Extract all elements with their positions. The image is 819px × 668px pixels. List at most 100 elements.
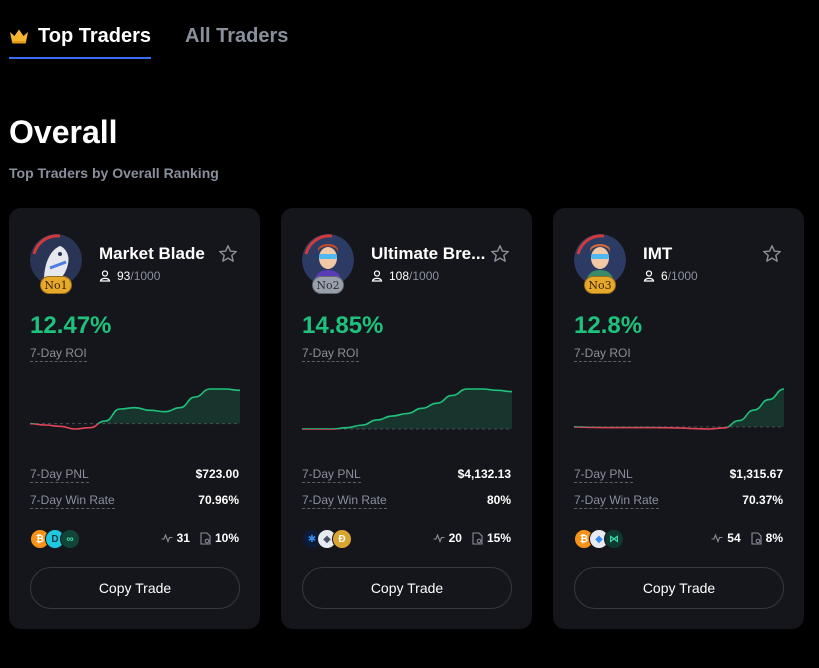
- roi-value: 14.85%: [302, 312, 384, 339]
- document-icon: [200, 531, 211, 545]
- star-icon[interactable]: [490, 244, 510, 264]
- followers-count: 108: [389, 269, 410, 283]
- trades-metric: 20: [433, 531, 462, 545]
- chart-line-negative: [30, 423, 100, 430]
- user-icon: [643, 270, 655, 282]
- chart-area: [574, 389, 784, 427]
- followers-count: 93: [117, 269, 131, 283]
- pnl-label[interactable]: 7-Day PNL: [30, 467, 89, 483]
- chart-line-positive: [574, 388, 784, 427]
- pnl-value: $723.00: [195, 467, 239, 481]
- chart-line-positive: [30, 388, 240, 424]
- rank-badge: No2: [312, 276, 344, 294]
- trader-name[interactable]: Market Blade: [99, 244, 205, 263]
- share-metric: 10%: [200, 531, 239, 545]
- chart-line-positive: [302, 388, 512, 429]
- winrate-row: 7-Day Win Rate 80%: [302, 493, 511, 509]
- winrate-label[interactable]: 7-Day Win Rate: [302, 493, 387, 509]
- copy-trade-button[interactable]: Copy Trade: [30, 567, 240, 609]
- winrate-value: 70.96%: [198, 493, 239, 507]
- tab-top-traders[interactable]: Top Traders: [9, 20, 151, 59]
- trader-card[interactable]: No3 IMT 6/1000 12.8% 7-Day ROI 7-Day PNL…: [553, 208, 804, 629]
- share-value: 15%: [486, 531, 511, 545]
- document-icon: [472, 531, 483, 545]
- section-title: Overall: [9, 114, 118, 150]
- coin-list: ₿ D ∞: [30, 529, 80, 549]
- chart-line-negative: [574, 426, 730, 430]
- roi-label[interactable]: 7-Day ROI: [30, 346, 87, 362]
- avatar-image: [30, 234, 82, 286]
- pnl-row: 7-Day PNL $1,315.67: [574, 467, 783, 483]
- tab-all-traders-label: All Traders: [185, 24, 289, 47]
- share-value: 8%: [765, 531, 783, 545]
- star-icon[interactable]: [762, 244, 782, 264]
- rank-badge: No3: [584, 276, 616, 294]
- followers: 108/1000: [371, 269, 439, 283]
- tab-bar: Top Traders All Traders: [9, 20, 288, 60]
- winrate-value: 80%: [486, 493, 511, 507]
- star-icon[interactable]: [218, 244, 238, 264]
- copy-trade-button[interactable]: Copy Trade: [302, 567, 512, 609]
- winrate-label[interactable]: 7-Day Win Rate: [30, 493, 115, 509]
- dogecoin-icon: Ð: [332, 529, 352, 549]
- pnl-value: $4,132.13: [457, 467, 511, 481]
- share-metric: 8%: [751, 531, 783, 545]
- tab-top-traders-label: Top Traders: [38, 24, 151, 47]
- avatar-wrap: No2: [302, 234, 354, 294]
- avatar-wrap: No1: [30, 234, 82, 294]
- roi-value: 12.8%: [574, 312, 643, 339]
- chainlink-icon: ∞: [60, 529, 80, 549]
- share-value: 10%: [214, 531, 239, 545]
- activity-icon: [161, 533, 173, 543]
- followers-max: /1000: [409, 269, 440, 283]
- followers-max: /1000: [667, 269, 698, 283]
- document-icon: [751, 531, 762, 545]
- pnl-row: 7-Day PNL $723.00: [30, 467, 239, 483]
- section-subtitle: Top Traders by Overall Ranking: [9, 165, 219, 181]
- followers-count: 6: [661, 269, 668, 283]
- trades-metric: 54: [711, 531, 741, 545]
- user-icon: [371, 270, 383, 282]
- metrics: 20 15%: [433, 531, 511, 545]
- copy-trade-button[interactable]: Copy Trade: [574, 567, 784, 609]
- followers: 6/1000: [643, 269, 698, 283]
- user-icon: [99, 270, 111, 282]
- winrate-label[interactable]: 7-Day Win Rate: [574, 493, 659, 509]
- roi-chart: [30, 388, 240, 430]
- rank-badge: No1: [40, 276, 72, 294]
- trader-card[interactable]: No1 Market Blade 93/1000 12.47% 7-Day RO…: [9, 208, 260, 629]
- trades-metric: 31: [161, 531, 190, 545]
- metrics: 54 8%: [711, 531, 783, 545]
- trader-name[interactable]: IMT: [643, 244, 673, 263]
- trader-card[interactable]: No2 Ultimate Bre... 108/1000 14.85% 7-Da…: [281, 208, 532, 629]
- crown-icon: [10, 29, 28, 44]
- winrate-row: 7-Day Win Rate 70.37%: [574, 493, 783, 509]
- roi-value: 12.47%: [30, 312, 112, 339]
- pnl-label[interactable]: 7-Day PNL: [574, 467, 633, 483]
- avatar[interactable]: [30, 234, 82, 286]
- share-metric: 15%: [472, 531, 511, 545]
- trades-count: 54: [727, 531, 741, 545]
- pnl-row: 7-Day PNL $4,132.13: [302, 467, 511, 483]
- activity-icon: [433, 533, 445, 543]
- pnl-value: $1,315.67: [729, 467, 783, 481]
- chart-area: [98, 389, 240, 424]
- activity-icon: [711, 533, 723, 543]
- metrics: 31 10%: [161, 531, 239, 545]
- followers: 93/1000: [99, 269, 160, 283]
- winrate-value: 70.37%: [742, 493, 783, 507]
- pnl-label[interactable]: 7-Day PNL: [302, 467, 361, 483]
- roi-label[interactable]: 7-Day ROI: [574, 346, 631, 362]
- avatar-wrap: No3: [574, 234, 626, 294]
- roi-chart: [302, 388, 512, 430]
- trader-name[interactable]: Ultimate Bre...: [371, 244, 486, 263]
- trades-count: 20: [448, 531, 462, 545]
- followers-max: /1000: [130, 269, 161, 283]
- hedera-icon: ⋈: [604, 529, 624, 549]
- coin-list: ✱ ◆ Ð: [302, 529, 352, 549]
- tab-all-traders[interactable]: All Traders: [185, 20, 288, 52]
- roi-label[interactable]: 7-Day ROI: [302, 346, 359, 362]
- trades-count: 31: [176, 531, 190, 545]
- winrate-row: 7-Day Win Rate 70.96%: [30, 493, 239, 509]
- coin-list: ₿ ◆ ⋈: [574, 529, 624, 549]
